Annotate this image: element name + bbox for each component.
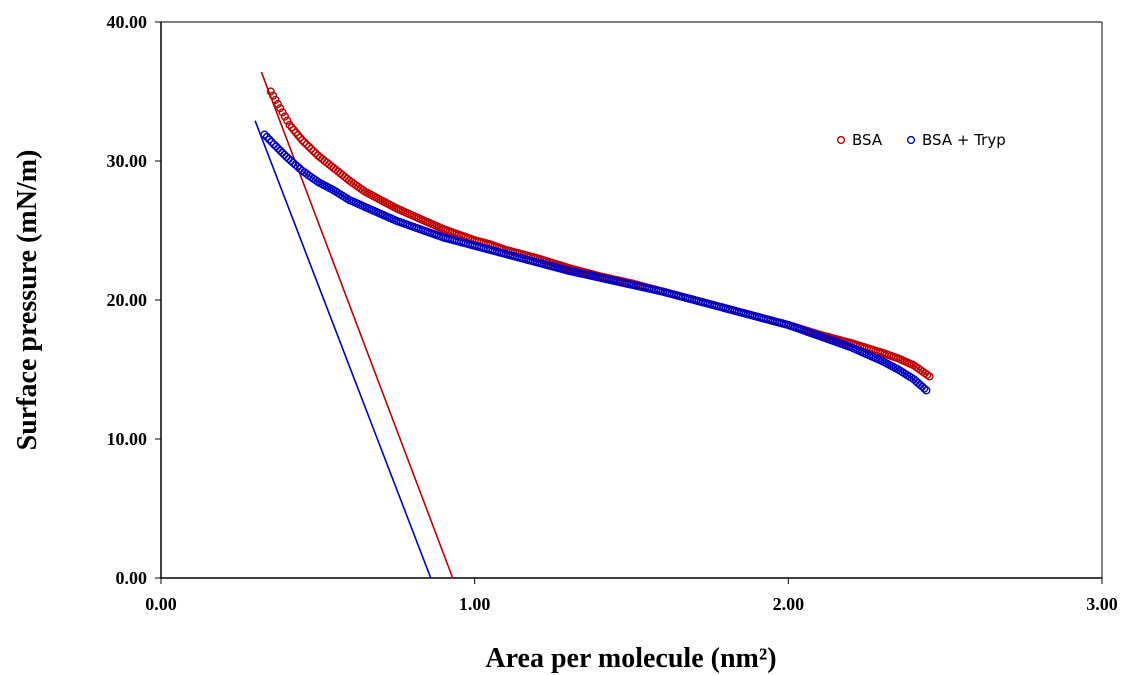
y-tick-label: 40.00 (107, 12, 148, 32)
tangent-line (260, 71, 454, 579)
data-point (274, 144, 283, 153)
data-point (925, 372, 934, 381)
data-point (302, 140, 311, 149)
data-point (278, 108, 287, 117)
data-point (280, 112, 289, 121)
data-point (309, 146, 318, 156)
legend: BSA BSA + Tryp (836, 131, 1006, 149)
data-point (304, 142, 313, 151)
data-point (922, 386, 931, 395)
data-point (282, 152, 291, 161)
data-point (267, 137, 276, 146)
data-point (269, 140, 279, 149)
y-tick-label: 20.00 (107, 290, 148, 310)
x-tick-label: 3.00 (1086, 594, 1118, 614)
data-point (262, 132, 271, 142)
data-point (276, 146, 285, 155)
data-point (271, 142, 281, 151)
data-point (266, 87, 275, 96)
data-points (260, 87, 934, 395)
data-point (307, 144, 316, 153)
axes (160, 21, 1103, 579)
data-point (260, 130, 269, 139)
series-points (266, 87, 934, 381)
data-point (300, 138, 309, 147)
data-point (278, 148, 287, 157)
data-point (293, 162, 302, 171)
data-point (273, 99, 282, 109)
data-point (284, 154, 293, 163)
data-point (291, 160, 300, 169)
data-point (920, 384, 929, 393)
data-point (289, 158, 298, 167)
legend-marker (906, 135, 916, 145)
tick-labels: 0.00 1.00 2.00 3.00 0.00 10.00 20.00 30.00 40.00 (107, 12, 1118, 614)
data-point (311, 149, 320, 158)
x-axis-title: Area per molecule (nm²) (485, 643, 776, 674)
data-point (271, 95, 280, 104)
data-point (286, 156, 296, 165)
y-tick-label: 10.00 (107, 429, 148, 449)
legend-marker (836, 135, 846, 145)
y-axis-title: Surface pressure (mN/m) (12, 150, 43, 451)
legend-label: BSA (852, 131, 883, 149)
x-tick-label: 1.00 (459, 594, 491, 614)
tangent-lines (254, 71, 454, 579)
y-tick-label: 30.00 (107, 151, 148, 171)
data-point (298, 136, 307, 145)
data-point (283, 116, 292, 125)
legend-label: BSA + Tryp (922, 131, 1006, 149)
y-tick-label: 0.00 (116, 568, 148, 588)
tangent-line (254, 120, 432, 579)
data-point (276, 104, 285, 113)
data-point (269, 91, 278, 100)
x-tick-label: 0.00 (145, 594, 177, 614)
data-point (280, 150, 289, 159)
data-point (265, 135, 274, 144)
x-tick-label: 2.00 (773, 594, 805, 614)
series-points (260, 130, 931, 395)
